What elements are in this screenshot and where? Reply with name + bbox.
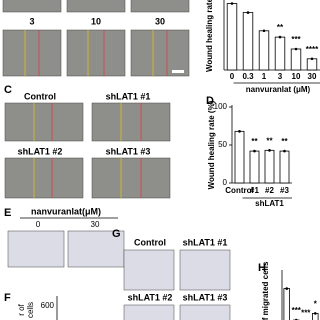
significance: ** xyxy=(251,137,258,146)
dot xyxy=(262,29,266,33)
bar xyxy=(274,36,286,71)
panel-letter: C xyxy=(4,84,12,96)
bar xyxy=(283,288,290,320)
significance: ** xyxy=(266,136,273,145)
dot xyxy=(230,2,234,5)
significance: **** xyxy=(306,45,319,54)
x-tick-label: #3 xyxy=(280,186,289,195)
axis-label: nanvuranlat (μM) xyxy=(246,85,311,94)
dot xyxy=(310,57,314,61)
axis-label: Wound healing rate xyxy=(205,0,214,72)
bar xyxy=(242,12,254,71)
micrographs-c xyxy=(4,102,171,199)
bar xyxy=(306,58,318,71)
bar xyxy=(234,130,245,184)
dot xyxy=(285,287,289,290)
x-tick-label: 3 xyxy=(278,72,283,81)
dot xyxy=(313,312,317,315)
x-tick-label: #1 xyxy=(250,186,259,195)
axis-label: r of migrated cells xyxy=(261,261,270,320)
label: 30 xyxy=(91,220,100,229)
bar xyxy=(249,150,260,184)
label: shLAT1 #2 xyxy=(128,292,173,302)
label: nanvuranlat(μM) xyxy=(31,206,101,216)
significance: *** xyxy=(301,309,311,318)
axis-label: r of xyxy=(17,303,26,315)
significance: ** xyxy=(277,23,284,32)
panel-letter: G xyxy=(112,228,121,240)
axis-label: Wound healing rate (%) xyxy=(207,100,216,189)
dot xyxy=(283,149,286,153)
bar xyxy=(290,48,302,71)
axis-label: cells xyxy=(26,302,35,318)
label: shLAT1 #1 xyxy=(183,237,228,247)
significance: *** xyxy=(292,306,302,315)
label: Control xyxy=(134,237,166,247)
label: shLAT1 #1 xyxy=(106,91,151,101)
label: shLAT1 #3 xyxy=(183,292,228,302)
panel-letter: H xyxy=(258,262,266,274)
significance: ** xyxy=(281,137,288,146)
x-tick-label: 0.3 xyxy=(242,72,254,81)
label: 30 xyxy=(155,16,165,26)
panel-letter: E xyxy=(4,207,11,219)
micrograph xyxy=(7,230,65,268)
label: 0 xyxy=(36,220,41,229)
dot xyxy=(238,130,241,133)
dot xyxy=(246,11,250,14)
x-tick-label: 30 xyxy=(308,72,317,81)
bar xyxy=(226,3,238,71)
x-tick-label: 0 xyxy=(230,72,235,81)
y-tick-label: 100 xyxy=(214,102,228,111)
bar xyxy=(258,30,270,71)
significance: * xyxy=(314,300,318,309)
dot xyxy=(294,47,298,51)
y-tick-label: 50 xyxy=(218,140,227,149)
x-tick-label: 10 xyxy=(292,72,301,81)
label: 10 xyxy=(91,16,101,26)
x-tick-label: Control xyxy=(225,186,253,195)
tick-label: 600 xyxy=(41,301,55,310)
dot xyxy=(253,149,256,153)
label: Control xyxy=(24,91,56,101)
significance: *** xyxy=(291,35,301,44)
bar xyxy=(279,150,290,184)
bar xyxy=(264,149,275,184)
panel-letter: F xyxy=(4,292,11,304)
micrographs-g xyxy=(123,249,231,320)
label: 3 xyxy=(29,16,34,26)
micrograph xyxy=(67,230,125,268)
x-tick-label: #2 xyxy=(265,186,274,195)
micrographs-a xyxy=(2,0,190,77)
y-tick-label: 0 xyxy=(223,178,228,187)
label: shLAT1 #2 xyxy=(18,146,63,156)
dot xyxy=(278,35,282,39)
dot xyxy=(268,149,271,152)
label: shLAT1 #3 xyxy=(106,146,151,156)
x-tick-label: 1 xyxy=(262,72,267,81)
group-label: shLAT1 xyxy=(255,199,284,208)
panel-letter: D xyxy=(206,95,214,107)
